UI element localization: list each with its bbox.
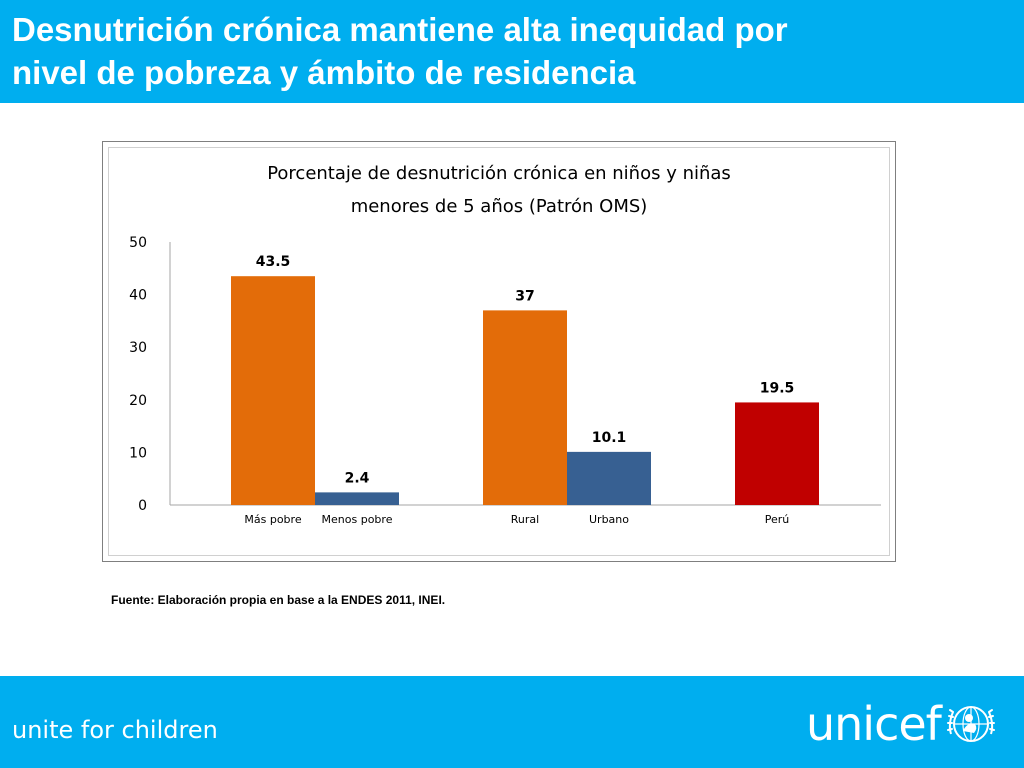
x-tick-label: Menos pobre [322, 513, 393, 526]
y-tick-label: 10 [129, 445, 147, 461]
bar-rural [483, 310, 567, 505]
bar-urbano [567, 451, 651, 505]
x-tick-label: Perú [765, 513, 790, 526]
chart-inner-border [108, 147, 890, 556]
data-label: 43.5 [256, 254, 291, 270]
bar-más-pobre [231, 276, 315, 505]
bar-chart: Porcentaje de desnutrición crónica en ni… [129, 163, 881, 526]
unicef-emblem-icon [946, 706, 995, 742]
bar-perú [735, 402, 819, 505]
tagline: unite for children [12, 716, 218, 744]
page-title-line-1: Desnutrición crónica mantiene alta inequ… [12, 11, 788, 48]
unicef-logo-text: unicef [806, 697, 942, 751]
x-tick-label: Más pobre [244, 513, 301, 526]
x-tick-label: Urbano [589, 513, 629, 526]
page-title-line-2: nivel de pobreza y ámbito de residencia [12, 54, 636, 91]
x-tick-label: Rural [511, 513, 539, 526]
source-note: Fuente: Elaboración propia en base a la … [111, 593, 446, 607]
y-tick-label: 0 [138, 498, 147, 514]
footer-bar: unite for children unicef [0, 676, 1024, 768]
page-title: Desnutrición crónica mantiene alta inequ… [12, 8, 1012, 94]
unicef-logo: unicef [806, 694, 997, 754]
chart-frame: Porcentaje de desnutrición crónica en ni… [102, 141, 896, 562]
chart-title-line-1: Porcentaje de desnutrición crónica en ni… [267, 163, 731, 184]
y-tick-label: 40 [129, 288, 147, 304]
data-label: 19.5 [760, 380, 795, 396]
y-tick-label: 20 [129, 393, 147, 409]
y-tick-label: 30 [129, 340, 147, 356]
header-bar: Desnutrición crónica mantiene alta inequ… [0, 0, 1024, 103]
y-tick-label: 50 [129, 235, 147, 251]
bar-menos-pobre [315, 492, 399, 505]
data-label: 10.1 [592, 430, 627, 446]
data-label: 2.4 [345, 470, 370, 486]
data-label: 37 [515, 288, 534, 304]
chart-title-line-2: menores de 5 años (Patrón OMS) [351, 196, 648, 217]
